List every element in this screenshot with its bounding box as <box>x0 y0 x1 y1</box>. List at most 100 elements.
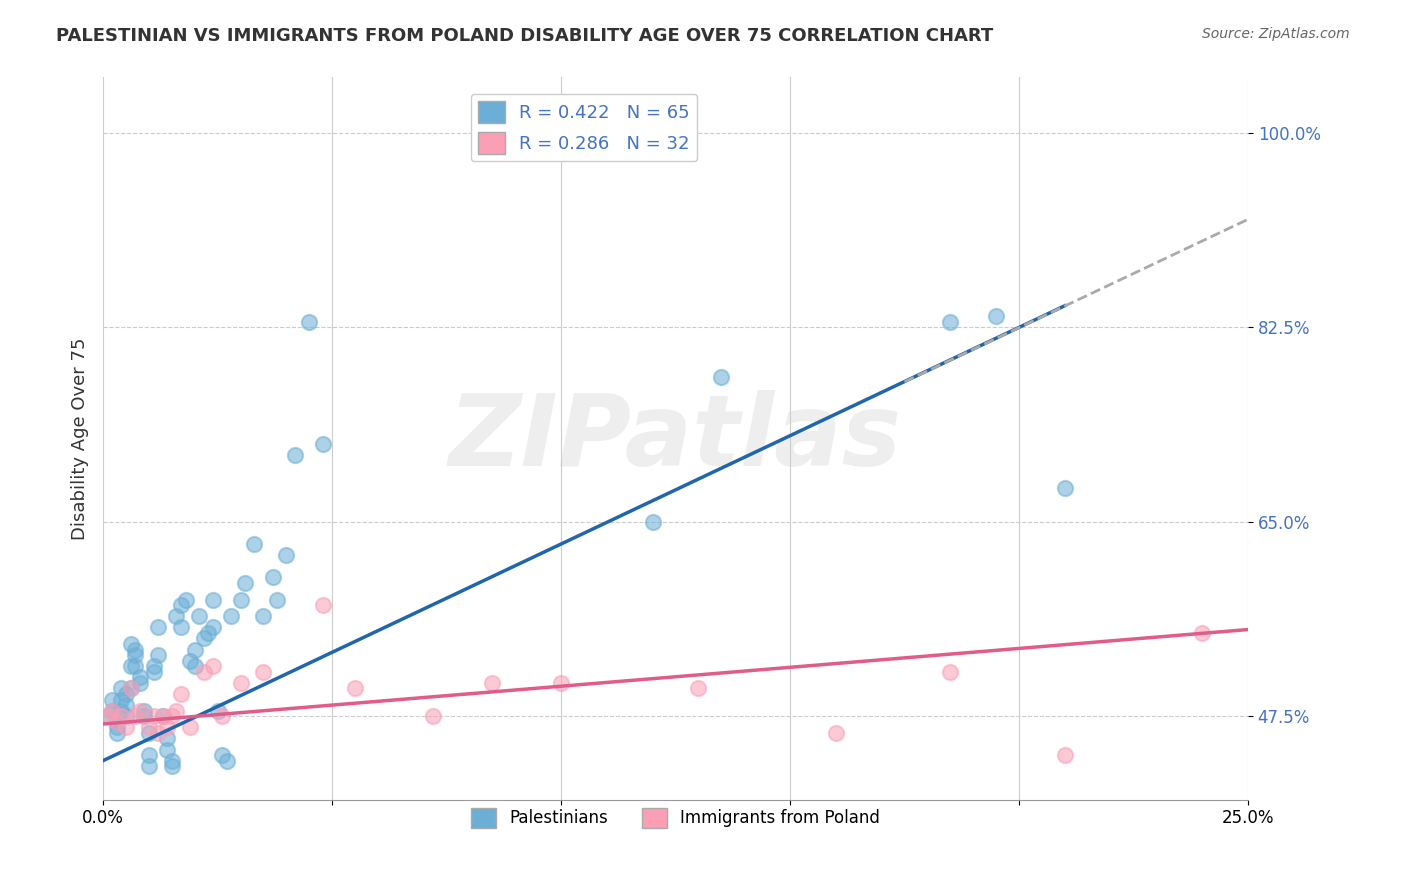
Point <box>110 681 132 696</box>
Point <box>101 704 124 718</box>
Point <box>97 709 120 723</box>
Point <box>170 687 193 701</box>
Point <box>252 609 274 624</box>
Point <box>202 620 225 634</box>
Point <box>97 709 120 723</box>
Point <box>193 632 215 646</box>
Point <box>146 648 169 662</box>
Point <box>641 515 664 529</box>
Point <box>124 659 146 673</box>
Point <box>276 548 298 562</box>
Point <box>115 698 138 712</box>
Point <box>1053 748 1076 763</box>
Point <box>142 659 165 673</box>
Point <box>984 310 1007 324</box>
Point <box>142 665 165 679</box>
Point <box>146 726 169 740</box>
Point <box>128 676 150 690</box>
Point <box>124 642 146 657</box>
Point <box>146 620 169 634</box>
Point <box>1191 626 1213 640</box>
Point <box>312 598 335 612</box>
Point <box>215 754 238 768</box>
Point <box>128 670 150 684</box>
Point <box>170 598 193 612</box>
Point <box>824 726 846 740</box>
Point <box>152 709 174 723</box>
Point <box>1053 482 1076 496</box>
Point <box>110 704 132 718</box>
Point <box>202 659 225 673</box>
Point <box>422 709 444 723</box>
Point <box>105 714 128 729</box>
Point <box>284 448 307 462</box>
Text: ZIPatlas: ZIPatlas <box>449 390 903 487</box>
Point <box>229 592 252 607</box>
Point <box>165 609 187 624</box>
Point <box>193 665 215 679</box>
Point <box>266 592 288 607</box>
Point <box>188 609 211 624</box>
Point <box>105 726 128 740</box>
Point <box>312 437 335 451</box>
Point <box>939 665 962 679</box>
Point <box>262 570 284 584</box>
Point <box>138 726 160 740</box>
Point <box>221 609 243 624</box>
Point <box>229 676 252 690</box>
Point <box>174 592 197 607</box>
Point <box>550 676 572 690</box>
Point <box>165 704 187 718</box>
Point <box>138 720 160 734</box>
Point <box>115 687 138 701</box>
Point <box>298 315 321 329</box>
Point <box>481 676 503 690</box>
Point <box>105 720 128 734</box>
Y-axis label: Disability Age Over 75: Disability Age Over 75 <box>72 337 89 540</box>
Point <box>101 704 124 718</box>
Point <box>183 642 205 657</box>
Point <box>170 620 193 634</box>
Point <box>134 709 156 723</box>
Point <box>252 665 274 679</box>
Point <box>120 681 142 696</box>
Point <box>105 714 128 729</box>
Point <box>160 754 183 768</box>
Point <box>110 692 132 706</box>
Point <box>156 742 179 756</box>
Point <box>156 731 179 746</box>
Point <box>120 637 142 651</box>
Point <box>142 709 165 723</box>
Point <box>156 720 179 734</box>
Legend: Palestinians, Immigrants from Poland: Palestinians, Immigrants from Poland <box>464 801 887 835</box>
Point <box>197 626 219 640</box>
Point <box>202 592 225 607</box>
Point <box>710 370 733 384</box>
Point <box>120 681 142 696</box>
Point <box>101 692 124 706</box>
Point <box>138 759 160 773</box>
Point <box>939 315 962 329</box>
Point <box>110 709 132 723</box>
Point <box>211 748 233 763</box>
Point <box>124 648 146 662</box>
Point <box>243 537 266 551</box>
Point <box>183 659 205 673</box>
Point <box>179 654 201 668</box>
Point <box>128 704 150 718</box>
Text: Source: ZipAtlas.com: Source: ZipAtlas.com <box>1202 27 1350 41</box>
Point <box>179 720 201 734</box>
Point <box>134 704 156 718</box>
Point <box>343 681 366 696</box>
Point <box>160 709 183 723</box>
Point <box>138 748 160 763</box>
Point <box>233 575 256 590</box>
Point <box>115 720 138 734</box>
Point <box>124 709 146 723</box>
Point <box>152 709 174 723</box>
Point <box>688 681 710 696</box>
Point <box>120 659 142 673</box>
Text: PALESTINIAN VS IMMIGRANTS FROM POLAND DISABILITY AGE OVER 75 CORRELATION CHART: PALESTINIAN VS IMMIGRANTS FROM POLAND DI… <box>56 27 994 45</box>
Point <box>115 709 138 723</box>
Point <box>207 704 229 718</box>
